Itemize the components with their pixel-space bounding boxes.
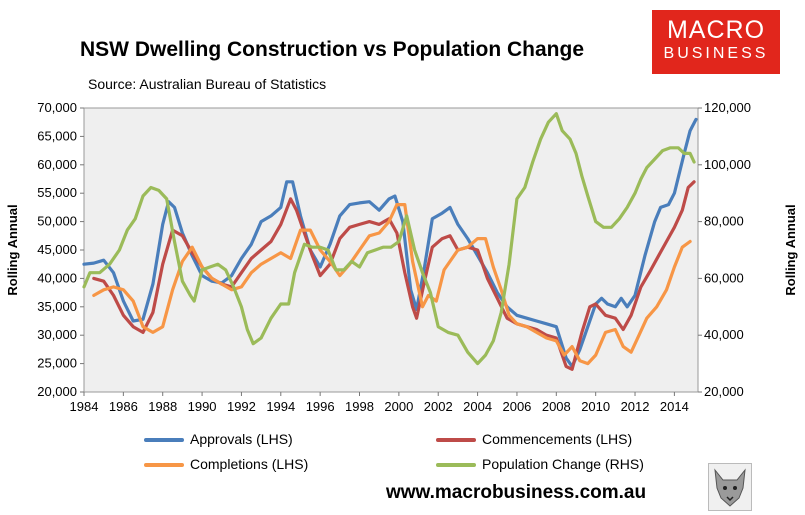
right-tick-label: 120,000 (704, 100, 751, 115)
left-axis-label: Rolling Annual (5, 204, 20, 295)
legend-commencements: Commencements (LHS) (436, 431, 632, 447)
right-tick-label: 100,000 (704, 157, 751, 172)
right-tick-label: 80,000 (704, 214, 744, 229)
x-tick-label: 1988 (148, 399, 177, 414)
x-tick-label: 2008 (542, 399, 571, 414)
legend-swatch-commencements (436, 438, 476, 443)
legend-swatch-approvals (144, 438, 184, 443)
legend-label-completions: Completions (LHS) (190, 456, 309, 472)
left-tick-label: 55,000 (37, 185, 77, 200)
right-tick-label: 40,000 (704, 327, 744, 342)
left-tick-label: 60,000 (37, 157, 77, 172)
legend-approvals: Approvals (LHS) (144, 431, 293, 447)
series-line-completions (92, 203, 692, 366)
x-tick-label: 1984 (70, 399, 99, 414)
left-tick-label: 20,000 (37, 384, 77, 399)
left-tick-label: 45,000 (37, 242, 77, 257)
logo-line-1: MACRO (666, 16, 766, 44)
left-tick-label: 70,000 (37, 100, 77, 115)
x-tick-label: 2012 (621, 399, 650, 414)
left-tick-label: 35,000 (37, 299, 77, 314)
right-tick-label: 20,000 (704, 384, 744, 399)
x-tick-label: 1996 (306, 399, 335, 414)
x-tick-label: 2002 (424, 399, 453, 414)
left-tick-label: 50,000 (37, 214, 77, 229)
footer-url[interactable]: www.macrobusiness.com.au (386, 482, 647, 503)
x-tick-label: 1998 (345, 399, 374, 414)
logo-line-2: BUSINESS (663, 45, 769, 62)
x-tick-label: 1990 (188, 399, 217, 414)
legend-completions: Completions (LHS) (144, 456, 308, 472)
x-tick-label: 2014 (660, 399, 689, 414)
right-axis-label: Rolling Annual (783, 204, 798, 295)
wolf-logo-icon (708, 463, 752, 511)
series-line-population (82, 112, 696, 366)
x-tick-label: 1994 (266, 399, 295, 414)
legend-label-population: Population Change (RHS) (482, 456, 644, 472)
plot-area (83, 107, 699, 393)
legend-label-commencements: Commencements (LHS) (482, 431, 633, 447)
x-tick-label: 2006 (502, 399, 531, 414)
macrobusiness-logo: MACRO BUSINESS (652, 10, 780, 74)
legend-swatch-completions (144, 463, 184, 468)
x-tick-label: 2004 (463, 399, 492, 414)
x-tick-label: 2000 (384, 399, 413, 414)
legend-label-approvals: Approvals (LHS) (190, 431, 293, 447)
x-tick-label: 2010 (581, 399, 610, 414)
legend-swatch-population (436, 463, 476, 468)
chart-title: NSW Dwelling Construction vs Population … (80, 38, 585, 61)
left-tick-label: 30,000 (37, 327, 77, 342)
left-tick-label: 40,000 (37, 270, 77, 285)
left-tick-label: 25,000 (37, 356, 77, 371)
x-tick-label: 1992 (227, 399, 256, 414)
legend-population: Population Change (RHS) (436, 456, 644, 472)
left-tick-label: 65,000 (37, 128, 77, 143)
chart-subtitle: Source: Australian Bureau of Statistics (88, 76, 327, 92)
x-tick-label: 1986 (109, 399, 138, 414)
right-tick-label: 60,000 (704, 270, 744, 285)
